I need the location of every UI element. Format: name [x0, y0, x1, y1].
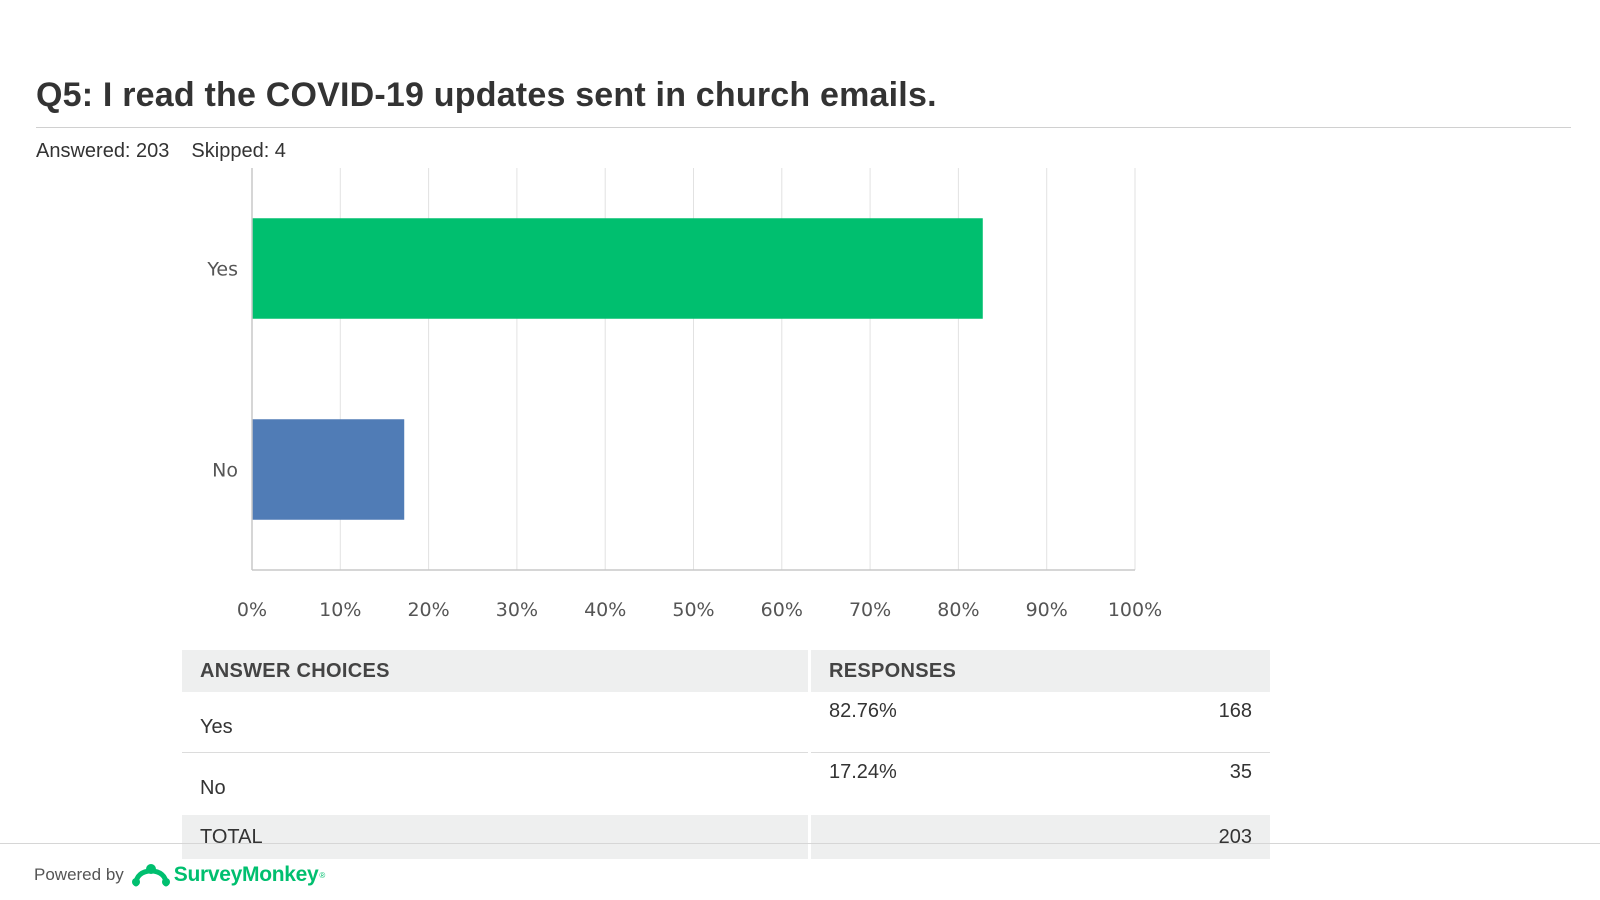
surveymonkey-logo-icon	[131, 864, 170, 887]
question-title: Q5: I read the COVID-19 updates sent in …	[36, 76, 937, 114]
responses-header: RESPONSES	[809, 650, 1270, 692]
trademark-mark: ®	[319, 870, 326, 880]
bar-no	[252, 419, 405, 520]
x-tick-label: 100%	[1108, 599, 1162, 621]
total-label: TOTAL	[182, 813, 811, 859]
total-row: TOTAL 203	[182, 813, 1270, 859]
results-table: ANSWER CHOICES RESPONSES Yes 82.76% 168 …	[182, 650, 1270, 859]
percent-cell: 82.76%	[809, 692, 1088, 753]
x-tick-label: 0%	[237, 599, 267, 621]
bar-chart: 0% 10% 20% 30% 40% 50% 60% 70% 80% 90% 100% Yes No	[206, 168, 1162, 622]
powered-by: Powered by SurveyMonkey ®	[34, 862, 325, 888]
x-tick-label: 50%	[672, 599, 714, 621]
choice-cell: Yes	[182, 692, 811, 753]
chart-axes	[251, 168, 1135, 571]
percent-cell: 17.24%	[809, 752, 1088, 815]
count-cell: 168	[1087, 692, 1270, 753]
powered-by-label: Powered by	[34, 865, 124, 884]
total-spacer	[809, 813, 1088, 859]
x-tick-label: 60%	[761, 599, 803, 621]
x-tick-label: 30%	[496, 599, 538, 621]
x-tick-label: 10%	[319, 599, 361, 621]
response-stats: Answered: 203 Skipped: 4	[36, 140, 286, 163]
answered-count: Answered: 203	[36, 140, 170, 162]
chart-labels: 0% 10% 20% 30% 40% 50% 60% 70% 80% 90% 100% Yes No	[206, 259, 1162, 622]
x-tick-label: 80%	[937, 599, 979, 621]
skipped-count: Skipped: 4	[191, 140, 286, 162]
table-row: No 17.24% 35	[182, 752, 1270, 815]
x-tick-label: 70%	[849, 599, 891, 621]
footer-divider	[0, 843, 1600, 844]
answer-choices-header: ANSWER CHOICES	[182, 650, 811, 692]
chart-bars	[252, 218, 983, 520]
y-category-label: Yes	[206, 259, 238, 281]
total-count: 203	[1087, 813, 1270, 859]
choice-cell: No	[182, 752, 811, 815]
surveymonkey-brand: SurveyMonkey	[173, 863, 319, 886]
bar-yes	[252, 218, 983, 319]
x-tick-label: 40%	[584, 599, 626, 621]
table-row: Yes 82.76% 168	[182, 692, 1270, 753]
x-tick-label: 20%	[407, 599, 449, 621]
y-category-label: No	[212, 460, 238, 482]
x-tick-label: 90%	[1026, 599, 1068, 621]
title-divider	[36, 127, 1571, 128]
count-cell: 35	[1087, 752, 1270, 815]
table-header-row: ANSWER CHOICES RESPONSES	[182, 650, 1270, 692]
